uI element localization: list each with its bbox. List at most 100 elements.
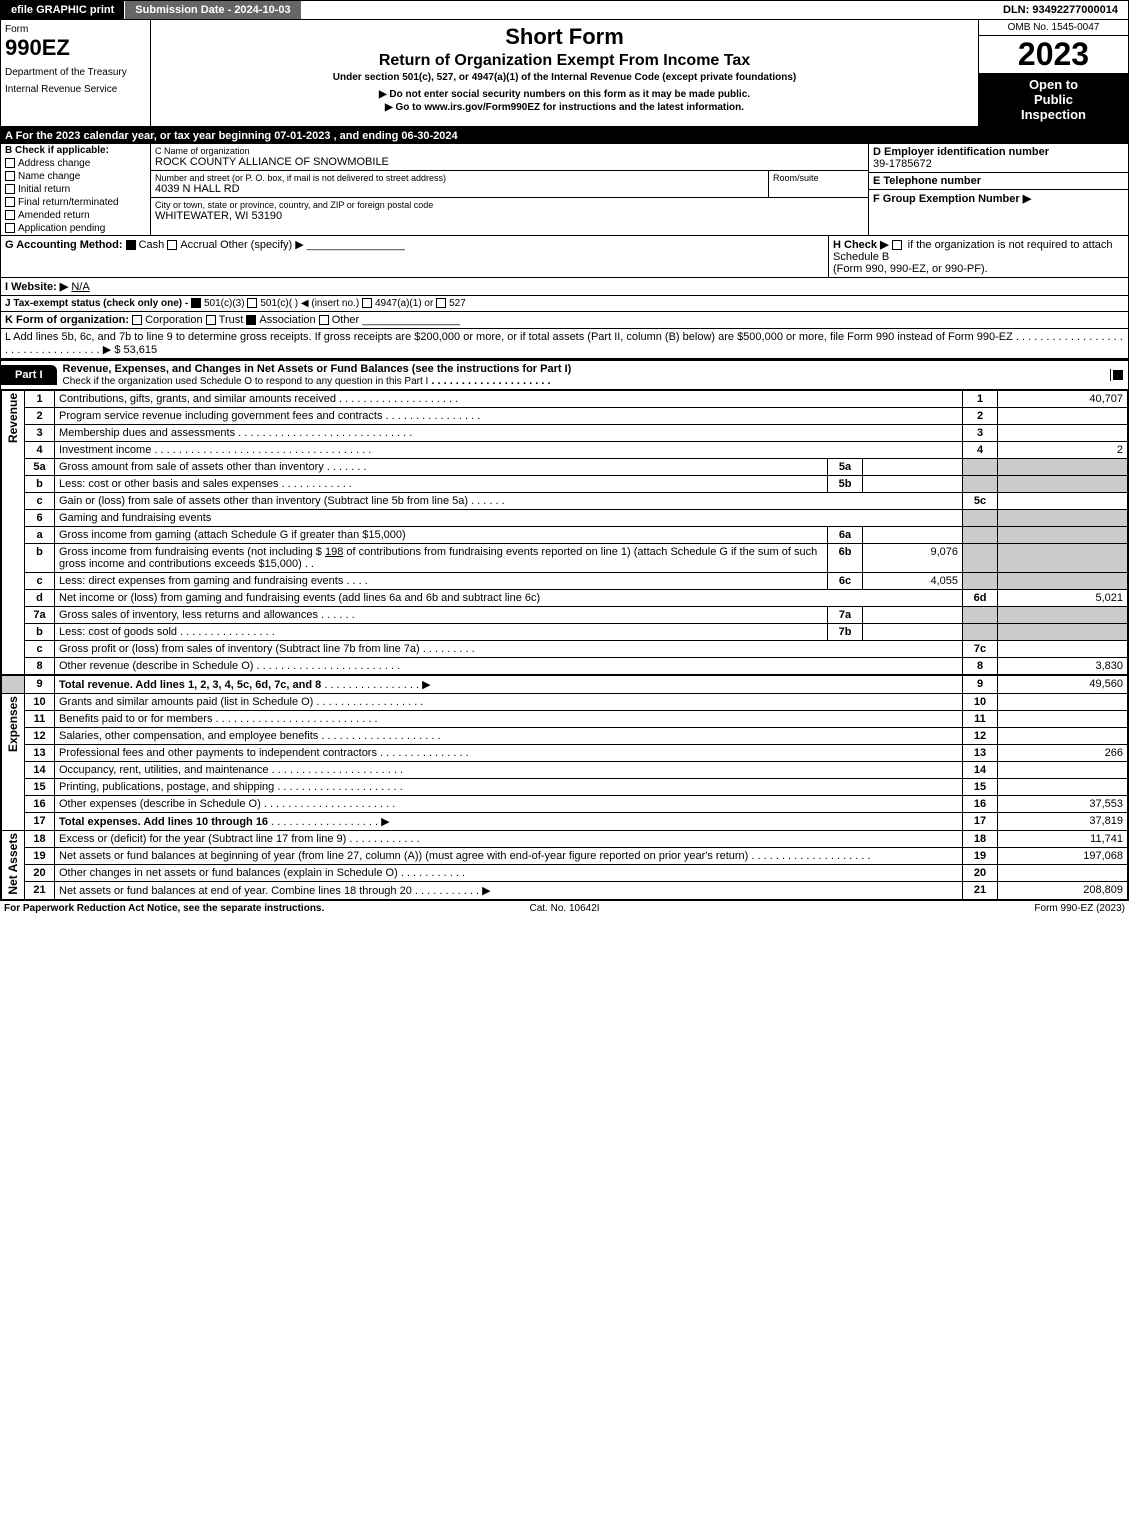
line-16: 16 Other expenses (describe in Schedule … [2,796,1128,813]
header-mid: Short Form Return of Organization Exempt… [151,20,978,126]
line-7c: c Gross profit or (loss) from sales of i… [2,641,1128,658]
group-exemption-label: F Group Exemption Number ▶ [873,192,1124,205]
footer: For Paperwork Reduction Act Notice, see … [0,901,1129,916]
line-1: Revenue 1 Contributions, gifts, grants, … [2,391,1128,408]
chk-name-change[interactable]: Name change [1,170,150,183]
line-6c-value: 4,055 [863,573,963,590]
line-13-value: 266 [998,745,1128,762]
line-7c-value [998,641,1128,658]
form-label: Form [5,24,146,35]
line-7a: 7a Gross sales of inventory, less return… [2,607,1128,624]
chk-501c[interactable] [247,298,257,308]
chk-initial-return[interactable]: Initial return [1,183,150,196]
line-6a-value [863,527,963,544]
netassets-vert-label: Net Assets [6,833,20,895]
part-1-title: Revenue, Expenses, and Changes in Net As… [57,361,1110,389]
line-7b-value [863,624,963,641]
chk-association[interactable] [246,315,256,325]
section-b-c-d: B Check if applicable: Address change Na… [1,144,1128,236]
dln-label: DLN: 93492277000014 [993,1,1128,19]
line-5b-value [863,476,963,493]
chk-amended-return[interactable]: Amended return [1,209,150,222]
goto-link[interactable]: ▶ Go to www.irs.gov/Form990EZ for instru… [155,102,974,113]
line-l-value: ▶ $ 53,615 [103,344,157,356]
tax-year: 2023 [979,36,1128,73]
header-left: Form 990EZ Department of the Treasury In… [1,20,151,126]
street-label: Number and street (or P. O. box, if mail… [155,173,764,183]
chk-other-org[interactable] [319,315,329,325]
line-10-value [998,694,1128,711]
box-b-title: B Check if applicable: [1,144,150,157]
line-7b: b Less: cost of goods sold . . . . . . .… [2,624,1128,641]
box-d-e-f: D Employer identification number 39-1785… [868,144,1128,235]
city-state-zip: WHITEWATER, WI 53190 [155,210,864,222]
line-3-value [998,425,1128,442]
line-6b-value: 9,076 [863,544,963,573]
header-right: OMB No. 1545-0047 2023 Open to Public In… [978,20,1128,126]
chk-address-change[interactable]: Address change [1,157,150,170]
chk-527[interactable] [436,298,446,308]
line-g-h: G Accounting Method: Cash Accrual Other … [1,236,1128,278]
chk-application-pending[interactable]: Application pending [1,222,150,235]
room-suite-label: Room/suite [773,173,864,183]
line-21: 21 Net assets or fund balances at end of… [2,882,1128,900]
line-11: 11 Benefits paid to or for members . . .… [2,711,1128,728]
section-a-taxyear: A For the 2023 calendar year, or tax yea… [1,128,1128,144]
city-label: City or town, state or province, country… [155,200,864,210]
dept-irs: Internal Revenue Service [5,84,146,95]
chk-final-return[interactable]: Final return/terminated [1,196,150,209]
line-20: 20 Other changes in net assets or fund b… [2,865,1128,882]
chk-corporation[interactable] [132,315,142,325]
line-15: 15 Printing, publications, postage, and … [2,779,1128,796]
line-19: 19 Net assets or fund balances at beginn… [2,848,1128,865]
line-1-value: 40,707 [998,391,1128,408]
line-5a-value [863,459,963,476]
org-name: ROCK COUNTY ALLIANCE OF SNOWMOBILE [155,156,864,168]
chk-schedule-b[interactable] [892,240,902,250]
line-17-value: 37,819 [998,813,1128,831]
line-2: 2 Program service revenue including gove… [2,408,1128,425]
line-14: 14 Occupancy, rent, utilities, and maint… [2,762,1128,779]
form-org-label: K Form of organization: [5,314,129,326]
line-15-value [998,779,1128,796]
ssn-warning: ▶ Do not enter social security numbers o… [155,89,974,100]
line-10: Expenses 10 Grants and similar amounts p… [2,694,1128,711]
efile-print-button[interactable]: efile GRAPHIC print [1,1,125,19]
line-i: I Website: ▶ N/A [1,278,1128,296]
footer-formref: Form 990-EZ (2023) [751,903,1125,914]
line-6a: a Gross income from gaming (attach Sched… [2,527,1128,544]
line-l-text: L Add lines 5b, 6c, and 7b to line 9 to … [5,331,1016,343]
line-21-value: 208,809 [998,882,1128,900]
dept-treasury: Department of the Treasury [5,67,146,78]
chk-trust[interactable] [206,315,216,325]
revenue-vert-label: Revenue [6,393,20,443]
line-17: 17 Total expenses. Add lines 10 through … [2,813,1128,831]
part-1-check[interactable] [1110,369,1128,381]
footer-paperwork: For Paperwork Reduction Act Notice, see … [4,903,378,914]
footer-catno: Cat. No. 10642I [378,903,752,914]
line-9-value: 49,560 [998,675,1128,694]
line-2-value [998,408,1128,425]
line-8: 8 Other revenue (describe in Schedule O)… [2,658,1128,676]
subtitle: Under section 501(c), 527, or 4947(a)(1)… [155,72,974,83]
line-5a: 5a Gross amount from sale of assets othe… [2,459,1128,476]
line-6b: b Gross income from fundraising events (… [2,544,1128,573]
submission-date: Submission Date - 2024-10-03 [125,1,300,19]
part-1-bar: Part I Revenue, Expenses, and Changes in… [1,359,1128,390]
line-6d-value: 5,021 [998,590,1128,607]
form-container: efile GRAPHIC print Submission Date - 20… [0,0,1129,901]
chk-accrual[interactable] [167,240,177,250]
line-9: 9 Total revenue. Add lines 1, 2, 3, 4, 5… [2,675,1128,694]
line-11-value [998,711,1128,728]
line-h-text2: (Form 990, 990-EZ, or 990-PF). [833,263,988,275]
line-13: 13 Professional fees and other payments … [2,745,1128,762]
accounting-method-label: G Accounting Method: [5,239,123,251]
telephone-label: E Telephone number [873,175,1124,187]
line-20-value [998,865,1128,882]
chk-501c3[interactable] [191,298,201,308]
chk-cash[interactable] [126,240,136,250]
chk-4947a1[interactable] [362,298,372,308]
line-k: K Form of organization: Corporation Trus… [1,312,1128,329]
line-12-value [998,728,1128,745]
line-19-value: 197,068 [998,848,1128,865]
